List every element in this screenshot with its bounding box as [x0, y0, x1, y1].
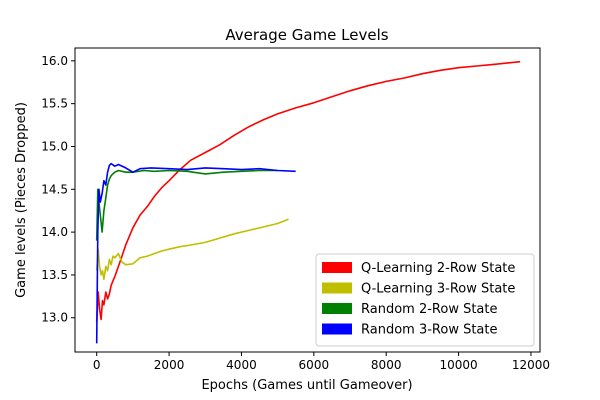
- legend-label-1: Q-Learning 2-Row State: [361, 261, 515, 276]
- y-tick-label: 14.0: [41, 225, 68, 239]
- legend: Q-Learning 2-Row State Q-Learning 3-Row S…: [315, 253, 535, 347]
- y-axis-label: Game levels (Pieces Dropped): [14, 102, 29, 298]
- x-axis-label: Epochs (Games until Gameover): [201, 378, 412, 393]
- series-layer: [95, 60, 521, 344]
- y-tick-label: 14.5: [41, 182, 68, 196]
- x-tick-label: 12000: [512, 358, 550, 372]
- series-line-4: [95, 162, 296, 344]
- x-tick-label: 6000: [299, 358, 330, 372]
- y-tick-label: 13.5: [41, 268, 68, 282]
- y-tick-label: 13.0: [41, 311, 68, 325]
- legend-swatch-1: [322, 262, 352, 273]
- legend-label-3: Random 2-Row State: [361, 302, 498, 317]
- legend-label-2: Q-Learning 3-Row State: [361, 282, 515, 297]
- legend-swatch-3: [322, 303, 352, 314]
- x-axis: 0 2000 4000 6000 8000 10000 12000: [93, 352, 550, 372]
- legend-swatch-4: [322, 323, 352, 335]
- plot-frame: [74, 47, 541, 353]
- x-tick-label: 4000: [226, 358, 257, 372]
- y-axis: 13.0 13.5 14.0 14.5 15.0 15.5 16.0: [41, 54, 75, 325]
- x-tick-label: 10000: [439, 358, 477, 372]
- legend-box: [315, 253, 535, 347]
- y-tick-label: 15.5: [41, 97, 68, 111]
- x-tick-label: 0: [93, 358, 101, 372]
- series-line-3: [95, 169, 278, 241]
- y-tick-label: 15.0: [41, 139, 68, 153]
- series-line-1: [95, 60, 521, 323]
- y-tick-label: 16.0: [41, 54, 68, 68]
- legend-label-4: Random 3-Row State: [361, 323, 498, 338]
- chart-title: Average Game Levels: [225, 26, 388, 44]
- x-tick-label: 2000: [154, 358, 185, 372]
- x-tick-label: 8000: [371, 358, 402, 372]
- series-line-2: [95, 218, 289, 280]
- legend-swatch-2: [322, 282, 352, 294]
